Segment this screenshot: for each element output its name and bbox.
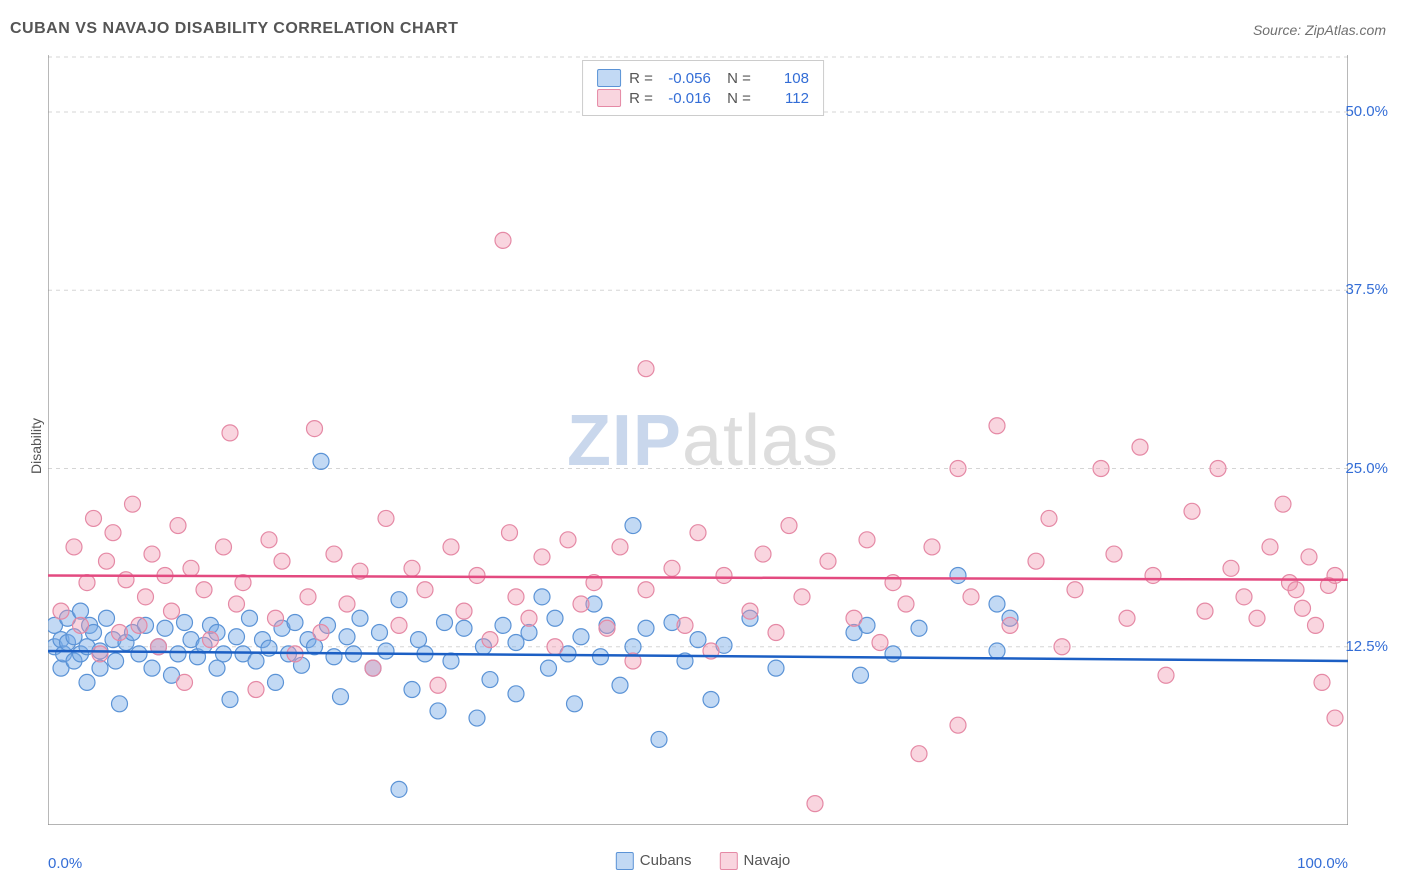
legend-r-value-navajo: -0.016 <box>661 90 711 107</box>
legend-stats-row-navajo: R = -0.016 N = 112 <box>597 89 809 107</box>
y-tick-label: 50.0% <box>1345 103 1388 120</box>
y-tick-label: 12.5% <box>1345 638 1388 655</box>
legend-stats-swatch-navajo <box>597 89 621 107</box>
y-tick-label: 25.0% <box>1345 460 1388 477</box>
legend-n-label: N = <box>719 90 751 107</box>
plot-area <box>48 55 1348 825</box>
x-axis-max-label: 100.0% <box>1297 855 1348 872</box>
legend-swatch-navajo <box>720 852 738 870</box>
chart-title: CUBAN VS NAVAJO DISABILITY CORRELATION C… <box>10 20 458 38</box>
chart-container: CUBAN VS NAVAJO DISABILITY CORRELATION C… <box>0 0 1406 892</box>
legend-r-label: R = <box>629 90 653 107</box>
legend-stats-row-cubans: R = -0.056 N = 108 <box>597 69 809 87</box>
legend-stats-swatch-cubans <box>597 69 621 87</box>
legend-item-navajo: Navajo <box>720 852 791 870</box>
x-axis-min-label: 0.0% <box>48 855 82 872</box>
legend-bottom: Cubans Navajo <box>616 852 790 870</box>
y-axis-label: Disability <box>28 418 44 474</box>
legend-swatch-cubans <box>616 852 634 870</box>
legend-stats: R = -0.056 N = 108 R = -0.016 N = 112 <box>582 60 824 116</box>
legend-r-label: R = <box>629 70 653 87</box>
chart-source: Source: ZipAtlas.com <box>1253 22 1386 38</box>
legend-item-cubans: Cubans <box>616 852 692 870</box>
legend-label-navajo: Navajo <box>744 852 791 869</box>
legend-n-value-cubans: 108 <box>759 70 809 87</box>
legend-n-value-navajo: 112 <box>759 90 809 107</box>
legend-n-label: N = <box>719 70 751 87</box>
legend-r-value-cubans: -0.056 <box>661 70 711 87</box>
plot-svg <box>48 55 1348 825</box>
legend-label-cubans: Cubans <box>640 852 692 869</box>
y-tick-label: 37.5% <box>1345 281 1388 298</box>
